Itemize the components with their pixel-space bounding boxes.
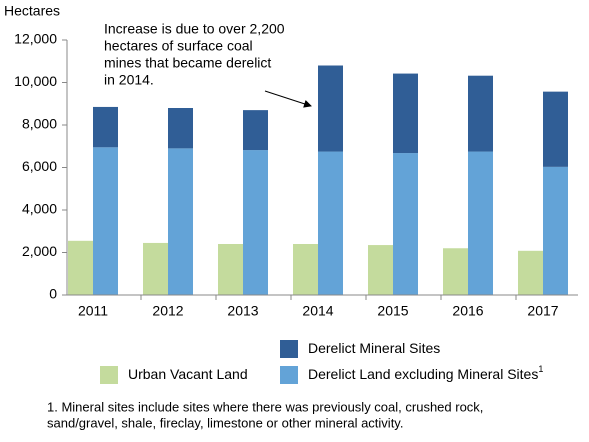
bar (468, 151, 493, 295)
legend-swatch (280, 340, 298, 358)
bar (393, 153, 418, 295)
bar (168, 148, 193, 295)
y-tick-label: 0 (49, 286, 57, 302)
y-tick-label: 12,000 (14, 31, 57, 47)
bar (218, 244, 243, 295)
y-tick-label: 4,000 (22, 201, 57, 217)
x-tick-label: 2014 (302, 303, 333, 319)
x-tick-label: 2017 (527, 303, 558, 319)
bar (393, 73, 418, 154)
x-tick-label: 2016 (452, 303, 483, 319)
x-tick-label: 2012 (152, 303, 183, 319)
bar (168, 108, 193, 149)
annotation-line: mines that became derelict (104, 55, 271, 71)
annotation-line: hectares of surface coal (104, 38, 253, 54)
bar (318, 151, 343, 295)
bar (543, 91, 568, 167)
legend-swatch (280, 366, 298, 384)
bar (518, 250, 543, 295)
y-tick-label: 6,000 (22, 158, 57, 174)
legend-label: Derelict Land excluding Mineral Sites1 (308, 364, 543, 381)
legend-name: Derelict Mineral Sites (308, 340, 440, 356)
bar (293, 244, 318, 295)
x-tick-label: 2011 (78, 303, 108, 319)
x-tick-label: 2013 (227, 303, 258, 319)
annotation-line: Increase is due to over 2,200 (104, 21, 285, 37)
legend-swatch (100, 366, 118, 384)
legend-note: 1 (538, 364, 543, 374)
y-tick-label: 2,000 (22, 243, 57, 259)
annotation-line: in 2014. (104, 72, 154, 88)
annotation-arrow (264, 90, 312, 108)
y-tick-label: 10,000 (14, 73, 57, 89)
bar (368, 245, 393, 295)
bar (243, 110, 268, 151)
bar (93, 106, 118, 148)
annotation: Increase is due to over 2,200 hectares o… (104, 21, 285, 88)
bar (443, 248, 468, 295)
bar (243, 150, 268, 295)
legend-label: Urban Vacant Land (128, 366, 248, 382)
bar (143, 242, 168, 295)
bar (68, 240, 93, 295)
legend-label: Derelict Mineral Sites (308, 340, 440, 356)
legend-name: Derelict Land excluding Mineral Sites (308, 366, 538, 382)
footnote: 1. Mineral sites include sites where the… (47, 399, 483, 414)
footnote: sand/gravel, shale, fireclay, limestone … (47, 415, 403, 430)
bar (318, 65, 343, 152)
x-tick-label: 2015 (377, 303, 408, 319)
y-axis-label: Hectares (4, 3, 60, 19)
bar (543, 166, 568, 295)
bar (468, 75, 493, 152)
y-tick-label: 8,000 (22, 116, 57, 132)
legend-name: Urban Vacant Land (128, 366, 248, 382)
bar (93, 147, 118, 295)
